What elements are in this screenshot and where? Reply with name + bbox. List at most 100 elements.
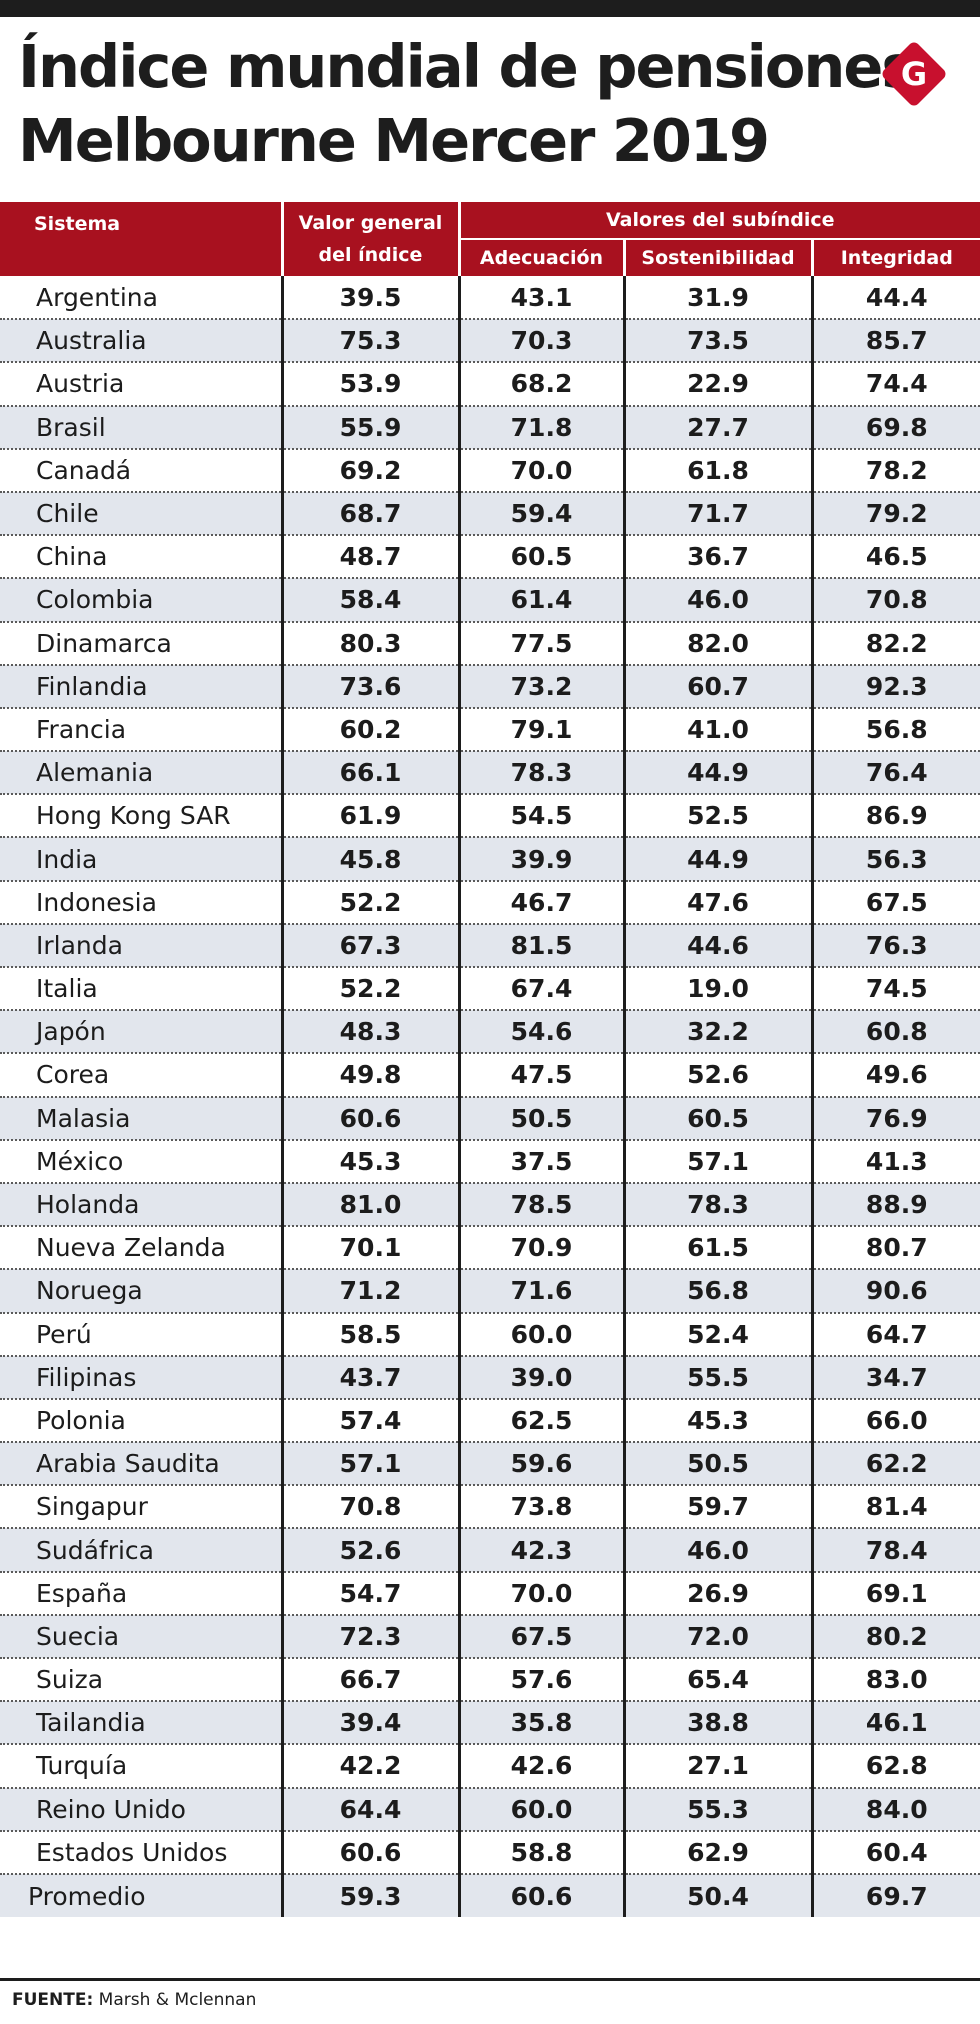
cell-adecuacion: 79.1 [459, 707, 626, 753]
cell-sostenibilidad: 31.9 [624, 276, 814, 321]
cell-valor: 57.1 [282, 1442, 461, 1487]
logo-letter: G [901, 55, 927, 93]
cell-adecuacion: 62.5 [459, 1398, 626, 1444]
cell-integridad: 60.4 [812, 1830, 980, 1875]
table-row: Sudáfrica 52.6 42.3 46.0 78.4 [0, 1528, 980, 1573]
cell-sistema: Turquía [0, 1744, 284, 1789]
cell-valor: 48.7 [282, 535, 461, 580]
cell-sostenibilidad: 57.1 [624, 1139, 814, 1184]
cell-adecuacion: 60.6 [459, 1873, 626, 1918]
cell-integridad: 86.9 [812, 794, 980, 839]
cell-valor: 57.4 [282, 1398, 461, 1444]
cell-sostenibilidad: 55.5 [624, 1355, 814, 1400]
cell-adecuacion: 78.5 [459, 1182, 626, 1228]
header-sistema: Sistema [0, 202, 284, 276]
cell-integridad: 80.7 [812, 1226, 980, 1271]
table-row: Holanda 81.0 78.5 78.3 88.9 [0, 1182, 980, 1228]
table-row: China 48.7 60.5 36.7 46.5 [0, 535, 980, 580]
cell-sostenibilidad: 59.7 [624, 1485, 814, 1530]
cell-integridad: 56.8 [812, 707, 980, 753]
table-row: Turquía 42.2 42.6 27.1 62.8 [0, 1744, 980, 1789]
cell-sostenibilidad: 52.6 [624, 1053, 814, 1098]
table-row: Filipinas 43.7 39.0 55.5 34.7 [0, 1355, 980, 1400]
cell-sistema: Hong Kong SAR [0, 794, 284, 839]
cell-sostenibilidad: 32.2 [624, 1010, 814, 1055]
cell-integridad: 90.6 [812, 1269, 980, 1314]
bottom-rule [0, 1978, 980, 1981]
cell-sostenibilidad: 26.9 [624, 1571, 814, 1616]
cell-valor: 73.6 [282, 664, 461, 709]
cell-adecuacion: 67.5 [459, 1614, 626, 1660]
cell-valor: 60.2 [282, 707, 461, 753]
cell-valor: 81.0 [282, 1182, 461, 1228]
table-row: India 45.8 39.9 44.9 56.3 [0, 837, 980, 882]
cell-sistema: Malasia [0, 1096, 284, 1141]
table-row: Chile 68.7 59.4 71.7 79.2 [0, 491, 980, 537]
table-row: Polonia 57.4 62.5 45.3 66.0 [0, 1398, 980, 1444]
cell-sostenibilidad: 27.7 [624, 405, 814, 450]
table-row: México 45.3 37.5 57.1 41.3 [0, 1139, 980, 1184]
cell-valor: 42.2 [282, 1744, 461, 1789]
table-row: Austria 53.9 68.2 22.9 74.4 [0, 362, 980, 407]
table-row: Reino Unido 64.4 60.0 55.3 84.0 [0, 1787, 980, 1832]
cell-sostenibilidad: 55.3 [624, 1787, 814, 1832]
title-line-1: Índice mundial de pensiones [18, 32, 917, 101]
cell-integridad: 41.3 [812, 1139, 980, 1184]
cell-integridad: 56.3 [812, 837, 980, 882]
cell-integridad: 34.7 [812, 1355, 980, 1400]
title-line-2: Melbourne Mercer 2019 [18, 106, 770, 175]
logo-icon: G [882, 42, 946, 106]
cell-sistema: Polonia [0, 1398, 284, 1444]
table-row: Suecia 72.3 67.5 72.0 80.2 [0, 1614, 980, 1660]
table-row: Malasia 60.6 50.5 60.5 76.9 [0, 1096, 980, 1141]
table-row: Promedio 59.3 60.6 50.4 69.7 [0, 1873, 980, 1918]
cell-valor: 52.2 [282, 967, 461, 1012]
cell-sistema: Filipinas [0, 1355, 284, 1400]
table-row: Finlandia 73.6 73.2 60.7 92.3 [0, 664, 980, 709]
cell-adecuacion: 77.5 [459, 621, 626, 666]
cell-valor: 52.2 [282, 880, 461, 925]
cell-adecuacion: 47.5 [459, 1053, 626, 1098]
cell-adecuacion: 60.0 [459, 1312, 626, 1357]
cell-adecuacion: 70.3 [459, 319, 626, 364]
cell-adecuacion: 60.0 [459, 1787, 626, 1832]
cell-adecuacion: 54.5 [459, 794, 626, 839]
cell-sistema: Arabia Saudita [0, 1442, 284, 1487]
cell-sistema: Australia [0, 319, 284, 364]
cell-valor: 49.8 [282, 1053, 461, 1098]
cell-integridad: 92.3 [812, 664, 980, 709]
cell-sostenibilidad: 62.9 [624, 1830, 814, 1875]
cell-integridad: 76.3 [812, 923, 980, 969]
header-subindice-group: Valores del subíndice [459, 202, 980, 240]
cell-sostenibilidad: 44.9 [624, 837, 814, 882]
cell-sistema: España [0, 1571, 284, 1616]
cell-valor: 60.6 [282, 1830, 461, 1875]
cell-sostenibilidad: 60.7 [624, 664, 814, 709]
cell-sistema: Canadá [0, 448, 284, 493]
cell-sistema: Holanda [0, 1182, 284, 1228]
cell-integridad: 69.8 [812, 405, 980, 450]
header-integridad: Integridad [812, 239, 980, 276]
cell-integridad: 78.2 [812, 448, 980, 493]
cell-adecuacion: 81.5 [459, 923, 626, 969]
cell-sostenibilidad: 50.4 [624, 1873, 814, 1918]
cell-sistema: Colombia [0, 578, 284, 623]
cell-sistema: Singapur [0, 1485, 284, 1530]
cell-sistema: China [0, 535, 284, 580]
cell-sistema: Chile [0, 491, 284, 537]
cell-integridad: 88.9 [812, 1182, 980, 1228]
cell-integridad: 76.9 [812, 1096, 980, 1141]
cell-adecuacion: 50.5 [459, 1096, 626, 1141]
cell-integridad: 62.2 [812, 1442, 980, 1487]
cell-valor: 55.9 [282, 405, 461, 450]
cell-valor: 64.4 [282, 1787, 461, 1832]
cell-valor: 71.2 [282, 1269, 461, 1314]
cell-integridad: 44.4 [812, 276, 980, 321]
cell-sostenibilidad: 65.4 [624, 1658, 814, 1703]
cell-integridad: 66.0 [812, 1398, 980, 1444]
cell-valor: 60.6 [282, 1096, 461, 1141]
cell-sistema: Dinamarca [0, 621, 284, 666]
cell-valor: 58.4 [282, 578, 461, 623]
cell-adecuacion: 71.6 [459, 1269, 626, 1314]
cell-sostenibilidad: 41.0 [624, 707, 814, 753]
